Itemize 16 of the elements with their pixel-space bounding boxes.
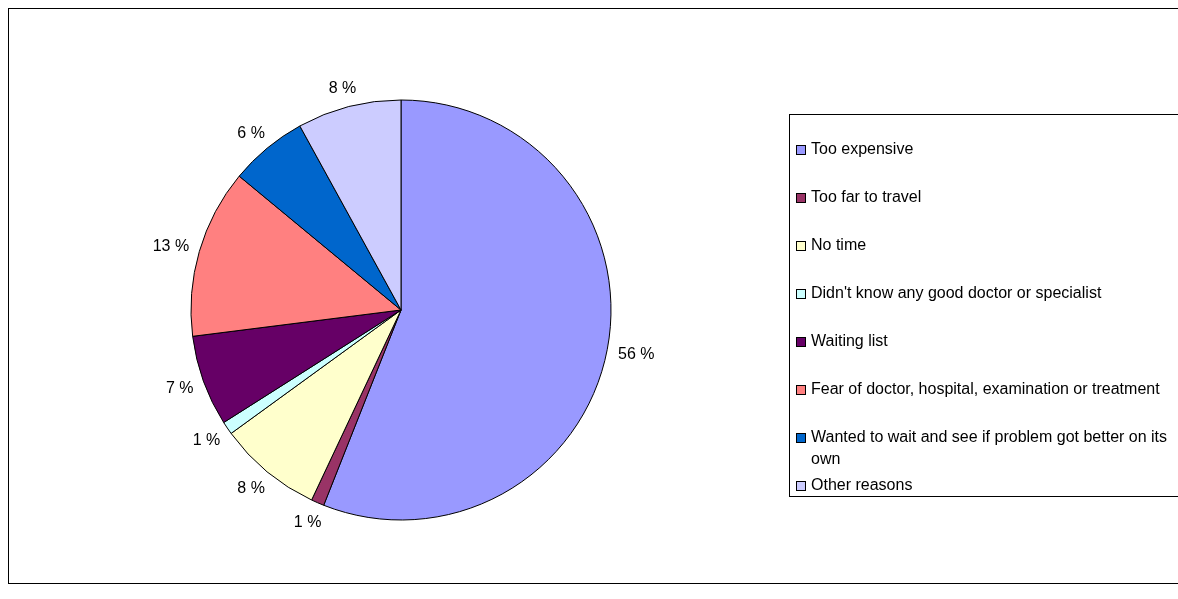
data-label: 8 % — [237, 478, 265, 496]
legend-label: Didn't know any good doctor or specialist — [811, 283, 1103, 303]
data-label: 13 % — [152, 237, 190, 255]
legend-label: No time — [811, 235, 868, 255]
legend-label: Too far to travel — [811, 187, 923, 207]
legend-label: Wanted to wait and see if problem got better on its own — [811, 427, 1169, 469]
data-label: 1 % — [192, 430, 221, 448]
data-label: 7 % — [165, 379, 194, 397]
data-label: 6 % — [237, 124, 265, 142]
legend-label: Waiting list — [811, 331, 889, 351]
data-label: 56 % — [618, 344, 655, 362]
legend-label: Too expensive — [811, 139, 915, 159]
data-label: 8 % — [328, 78, 357, 96]
legend-label: Fear of doctor, hospital, examination or treatment — [811, 379, 1161, 399]
data-label: 1 % — [293, 512, 322, 530]
legend-label: Other reasons — [811, 475, 914, 495]
